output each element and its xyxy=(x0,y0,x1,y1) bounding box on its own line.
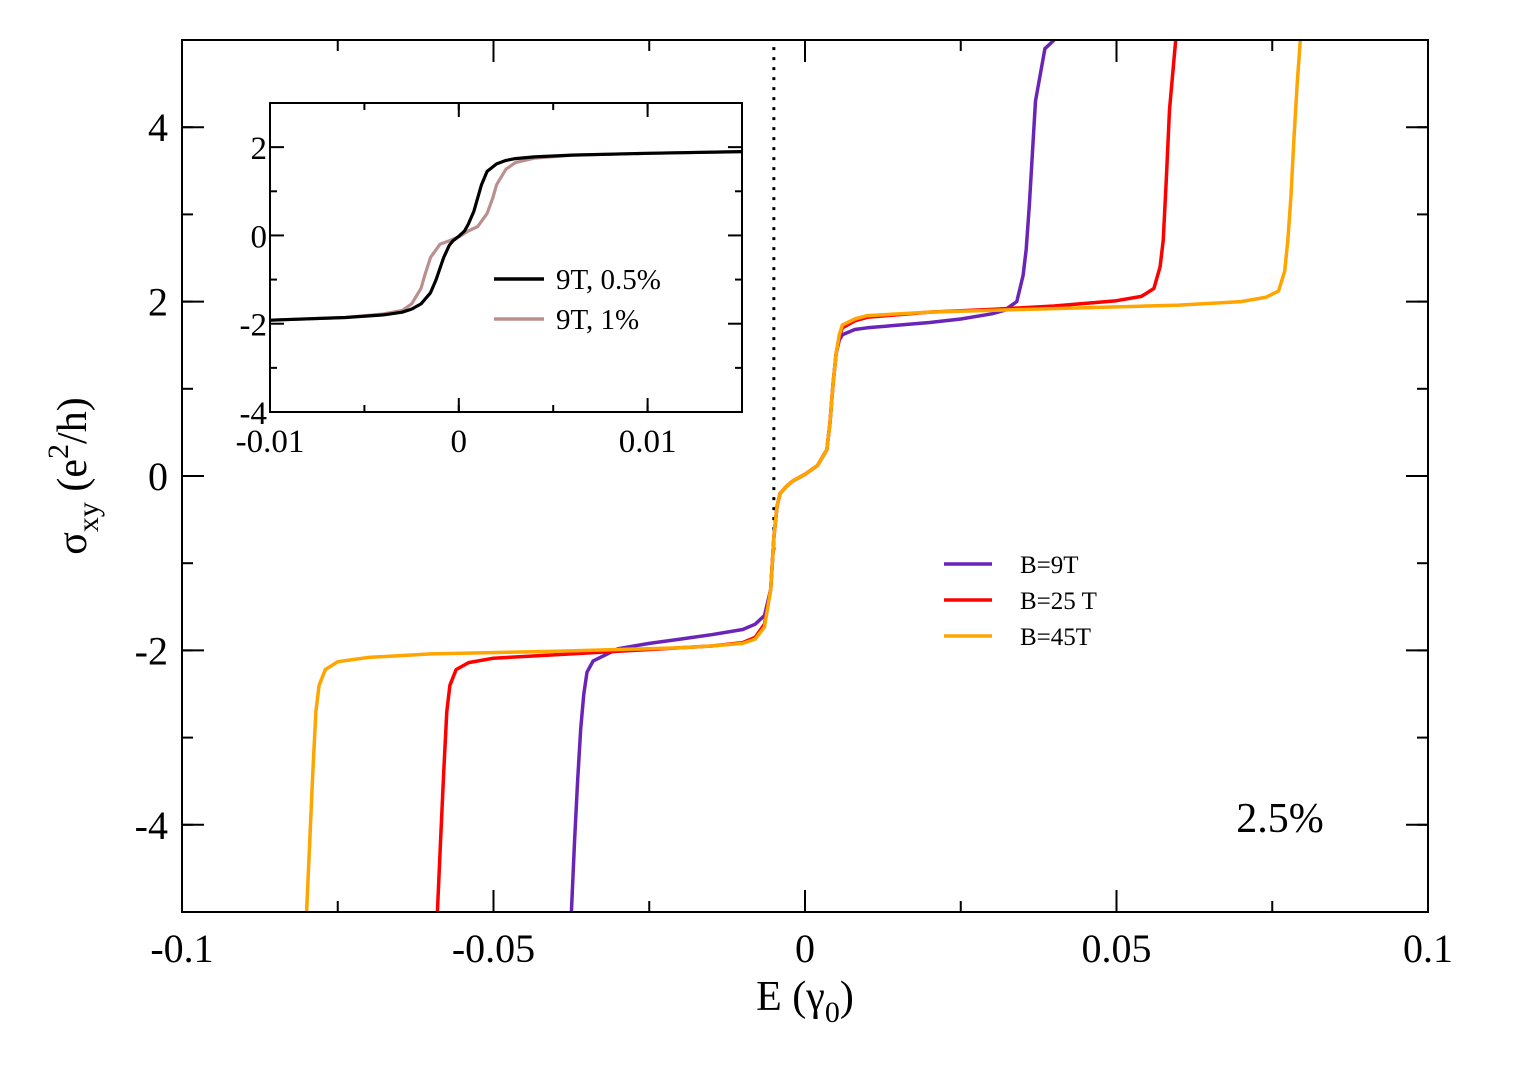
inset-legend-label: 9T, 1% xyxy=(556,304,639,336)
x-tick-label: 0 xyxy=(795,926,815,971)
y-tick-label: 0 xyxy=(148,454,168,499)
y-tick-label: -2 xyxy=(135,628,168,673)
inset-x-tick-label: 0.01 xyxy=(619,424,677,460)
x-tick-label: -0.1 xyxy=(150,926,213,971)
main-legend: B=9T B=25 T B=45T xyxy=(944,552,1097,651)
inset-legend-label: 9T, 0.5% xyxy=(556,264,661,296)
inset-y-tick-label: -4 xyxy=(240,396,268,432)
inset-y-tick-label: -2 xyxy=(240,308,268,344)
legend-label: B=25 T xyxy=(1020,588,1097,615)
inset-frame xyxy=(269,102,743,413)
y-tick-label: -4 xyxy=(135,803,168,848)
legend-label: B=9T xyxy=(1020,552,1079,579)
inset-y-tick-label: 2 xyxy=(251,131,268,167)
main-tick-labels: -0.1 -0.05 0 0.05 0.1 -4 -2 0 2 4 xyxy=(135,105,1453,971)
main-series-lines xyxy=(304,40,1303,912)
inset-series-lines xyxy=(270,150,742,322)
x-tick-label: 0.05 xyxy=(1082,926,1152,971)
inset-background xyxy=(270,103,742,412)
strain-annotation: 2.5% xyxy=(1236,796,1324,842)
legend-label: B=45T xyxy=(1020,624,1091,651)
inset-series-line-9t-0-5- xyxy=(270,150,742,322)
inset-y-tick-label: 0 xyxy=(251,219,268,255)
main-plot-frame xyxy=(181,39,1429,913)
y-tick-label: 4 xyxy=(148,105,168,150)
y-tick-label: 2 xyxy=(148,280,168,325)
x-tick-label: -0.05 xyxy=(452,926,535,971)
inset-tick-labels: -0.01 0 0.01 -4 -2 0 2 xyxy=(236,131,677,460)
inset-x-tick-label: 0 xyxy=(451,424,468,460)
inset-plot: -0.01 0 0.01 -4 -2 0 2 9T, 0.5% 9T, 1% xyxy=(236,102,743,460)
inset-x-tick-label: -0.01 xyxy=(236,424,305,460)
series-line-b-45t xyxy=(304,40,1303,912)
inset-legend: 9T, 0.5% 9T, 1% xyxy=(494,264,661,336)
x-tick-label: 0.1 xyxy=(1403,926,1453,971)
